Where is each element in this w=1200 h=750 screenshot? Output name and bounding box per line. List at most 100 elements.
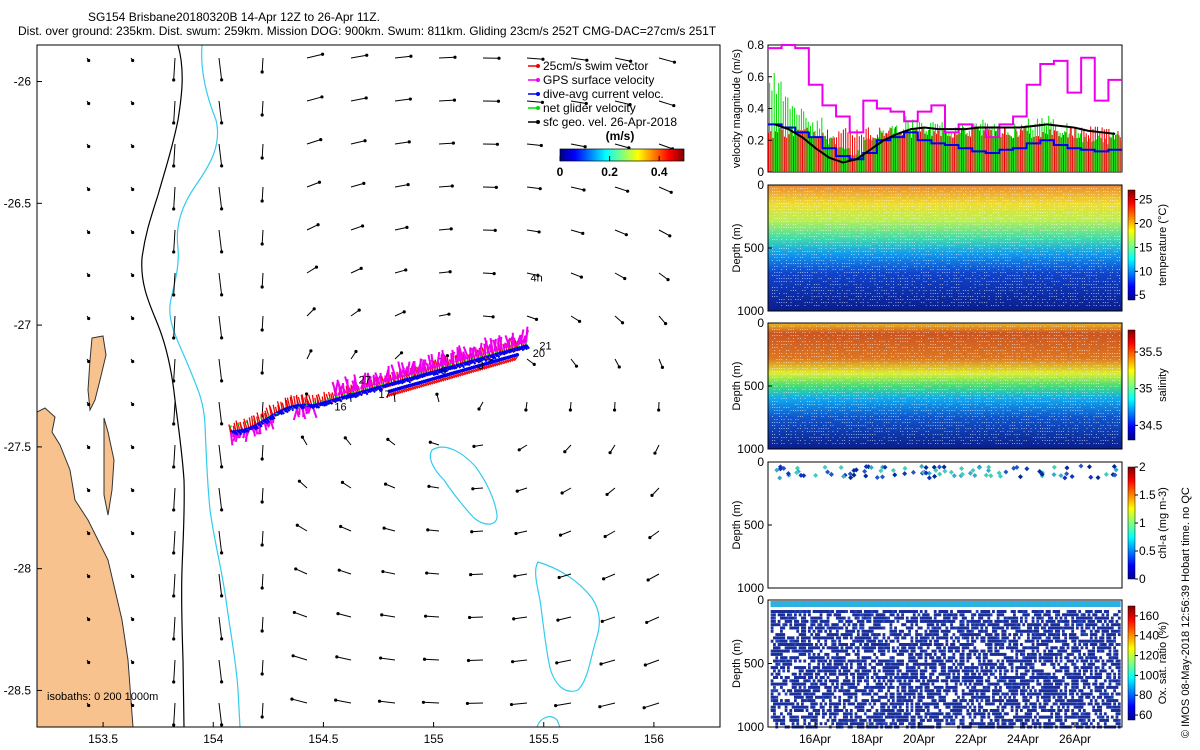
temperature-sample xyxy=(939,278,941,279)
temperature-sample xyxy=(813,296,815,297)
temperature-sample xyxy=(1053,218,1055,219)
salinity-sample xyxy=(778,434,780,435)
temperature-sample xyxy=(1042,236,1044,237)
salinity-sample xyxy=(781,377,783,378)
temperature-sample xyxy=(921,242,922,243)
dac-vector xyxy=(276,410,281,415)
temperature-sample xyxy=(958,260,960,261)
temperature-sample xyxy=(1063,224,1065,225)
temperature-sample xyxy=(1072,212,1074,213)
temperature-sample xyxy=(914,188,915,189)
temperature-sample xyxy=(881,248,883,249)
temperature-sample xyxy=(1037,281,1039,282)
temperature-sample xyxy=(1002,191,1004,192)
temperature-sample xyxy=(1063,293,1065,294)
temperature-sample xyxy=(858,287,860,288)
temperature-sample xyxy=(813,272,815,273)
dac-vector xyxy=(393,380,398,385)
velocity-bar-net xyxy=(873,138,875,172)
temperature-sample xyxy=(792,191,794,192)
temperature-sample xyxy=(1100,233,1102,234)
salinity-sample xyxy=(781,410,783,411)
temperature-sample xyxy=(781,254,783,255)
temperature-sample xyxy=(1067,275,1069,276)
temperature-sample xyxy=(860,212,862,213)
swim-vector xyxy=(407,386,412,392)
temperature-sample xyxy=(774,266,776,267)
sfc-velocity-arrowhead xyxy=(624,233,628,237)
temperature-sample xyxy=(1025,203,1027,204)
temperature-sample xyxy=(811,194,813,195)
temperature-sample xyxy=(1063,305,1065,306)
temperature-sample xyxy=(970,233,971,234)
dac-vector xyxy=(521,345,527,350)
temperature-sample xyxy=(907,296,908,297)
temperature-sample xyxy=(1086,272,1088,273)
temperature-sample xyxy=(1039,260,1041,261)
temperature-sample xyxy=(785,224,787,225)
sfc-velocity-arrow xyxy=(570,100,587,104)
temperature-sample xyxy=(1058,251,1060,252)
dac-vector xyxy=(345,394,350,399)
temperature-sample xyxy=(841,236,843,237)
temperature-sample xyxy=(1084,272,1086,273)
temperature-sample xyxy=(802,230,804,231)
swim-vector xyxy=(394,390,399,396)
temperature-sample xyxy=(1112,299,1113,300)
temperature-sample xyxy=(790,212,792,213)
swim-vector xyxy=(405,387,410,393)
swim-vector xyxy=(411,385,417,391)
temperature-sample xyxy=(988,215,990,216)
temperature-sample xyxy=(993,278,995,279)
temperature-sample xyxy=(1070,245,1072,246)
temperature-sample xyxy=(979,227,981,228)
sfc-velocity-arrowhead xyxy=(343,436,347,440)
swim-vector xyxy=(468,369,473,375)
dac-vector xyxy=(493,352,499,358)
temperature-sample xyxy=(792,287,794,288)
temperature-sample xyxy=(834,227,836,228)
swim-vector xyxy=(466,370,471,375)
temperature-sample xyxy=(778,254,780,255)
temperature-sample xyxy=(1037,290,1039,291)
temperature-sample xyxy=(958,242,960,243)
temperature-sample xyxy=(1016,236,1018,237)
temperature-sample xyxy=(851,293,853,294)
temperature-sample xyxy=(972,200,974,201)
temperature-sample xyxy=(813,284,815,285)
temperature-sample xyxy=(1039,203,1041,204)
temperature-sample xyxy=(1009,242,1011,243)
temperature-sample xyxy=(1072,194,1074,195)
temperature-sample xyxy=(834,191,836,192)
temperature-sample xyxy=(1009,266,1011,267)
temperature-sample xyxy=(928,236,929,237)
temperature-sample xyxy=(844,209,846,210)
sfc-velocity-arrowhead xyxy=(585,58,589,62)
temperature-sample xyxy=(853,269,855,270)
temperature-sample xyxy=(886,212,887,213)
temperature-sample xyxy=(1067,257,1069,258)
temperature-sample xyxy=(890,269,892,270)
temperature-sample xyxy=(888,305,890,306)
swim-vector xyxy=(502,359,507,365)
temperature-sample xyxy=(916,191,918,192)
temperature-sample xyxy=(981,227,983,228)
temperature-sample xyxy=(1035,278,1037,279)
temperature-sample xyxy=(1007,209,1009,210)
temperature-sample xyxy=(979,284,981,285)
temperature-sample xyxy=(1112,272,1113,273)
temperature-sample xyxy=(939,194,941,195)
temperature-sample xyxy=(1109,248,1111,249)
temperature-sample xyxy=(988,188,990,189)
temperature-sample xyxy=(848,281,850,282)
temperature-sample xyxy=(809,302,811,303)
temperature-sample xyxy=(1081,251,1083,252)
temperature-sample xyxy=(1074,284,1076,285)
temperature-sample xyxy=(858,296,860,297)
temperature-sample xyxy=(851,209,853,210)
temperature-sample xyxy=(837,221,839,222)
temperature-sample xyxy=(965,239,967,240)
temperature-sample xyxy=(921,287,922,288)
temperature-sample xyxy=(991,188,992,189)
velocity-bar-net xyxy=(993,123,995,172)
